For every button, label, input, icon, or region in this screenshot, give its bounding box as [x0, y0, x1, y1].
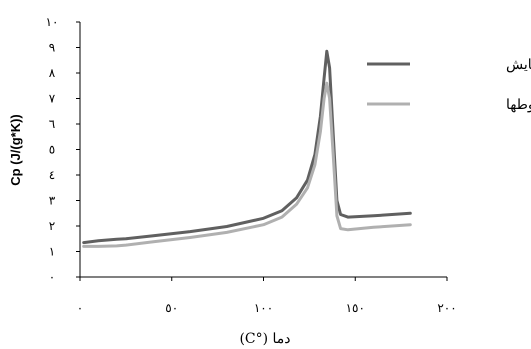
x-tick-label: ١٥٠ [346, 301, 365, 315]
y-tick-label: ٤ [49, 168, 55, 182]
y-tick-label: ٦ [49, 117, 55, 131]
series-line-2 [82, 81, 412, 248]
x-tick-label: ١٠٠ [254, 301, 273, 315]
y-axis-title: Cp (J/(g*K)) [8, 114, 23, 186]
x-tick-label: ٢٠٠ [437, 301, 456, 315]
x-axis-ticks: ٠ ٥٠ ١٠٠ ١٥٠ ٢٠٠ [77, 277, 457, 315]
series-lines [82, 49, 412, 248]
x-tick-label: ٥٠ [165, 301, 178, 315]
y-tick-label: ٩ [49, 41, 55, 55]
y-tick-label: ٧ [49, 92, 56, 106]
legend: آزمایش قانون مخلوطها [367, 55, 531, 113]
y-tick-label: ٥ [49, 143, 55, 157]
y-tick-label: ٨ [49, 66, 56, 80]
legend-label-1: آزمایش [506, 55, 531, 73]
y-tick-label: ١ [49, 245, 55, 259]
series-line-1 [82, 49, 412, 245]
y-tick-label: ١٠ [46, 15, 59, 29]
x-tick-label: ٠ [77, 301, 83, 315]
legend-label-2: قانون مخلوطها [506, 97, 531, 113]
y-axis-ticks: ٠ ١ ٢ ٣ ٤ ٥ ٦ ٧ ٨ ٩ ١٠ [46, 15, 80, 284]
y-tick-label: ٣ [49, 194, 56, 208]
y-tick-label: ٢ [49, 219, 55, 233]
x-axis-title: دما (°C) [239, 331, 290, 347]
y-tick-label: ٠ [49, 270, 55, 284]
